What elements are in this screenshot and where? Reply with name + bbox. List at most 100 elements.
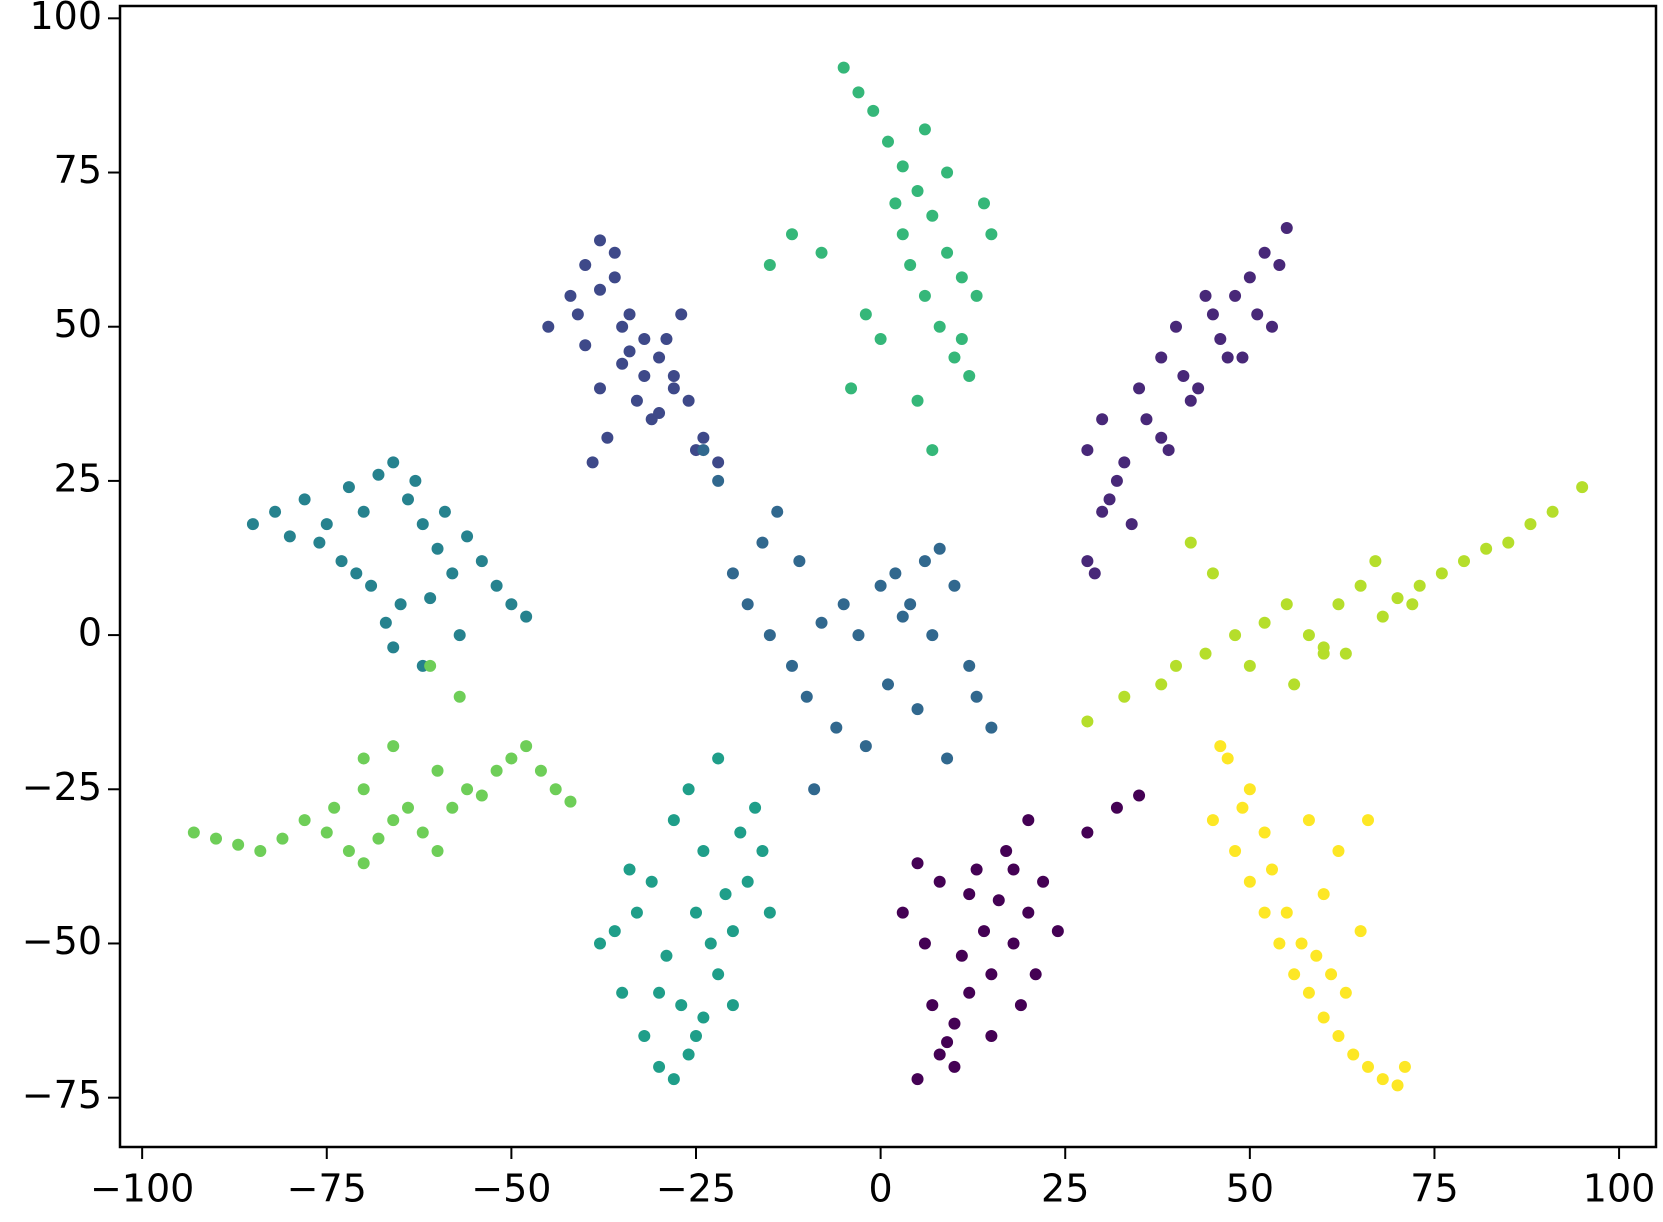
point [564,289,577,302]
point [623,863,636,876]
y-tick-label: 0 [78,611,102,655]
point [867,104,880,117]
point [1258,616,1271,629]
point [1140,413,1153,426]
point [357,783,370,796]
point [970,289,983,302]
point [1192,382,1205,395]
point [1251,308,1264,321]
point [1229,844,1242,857]
point [667,382,680,395]
point [210,832,222,845]
point [904,259,917,272]
point [461,530,474,543]
point [342,481,355,494]
point [328,801,341,814]
point [955,333,968,346]
point [1110,801,1123,814]
point [1088,567,1101,580]
point [630,394,643,407]
point [682,1048,695,1061]
point [453,690,466,703]
point [586,456,599,469]
point [933,875,946,888]
x-tick-label: 50 [1226,1167,1274,1211]
x-tick-label: −50 [471,1167,551,1211]
point [1229,289,1242,302]
point [461,783,474,796]
point [675,999,688,1012]
point [1177,370,1190,383]
point [1125,518,1138,531]
point [1302,814,1315,827]
point [520,610,533,623]
point [963,888,976,901]
point [653,986,666,999]
point [682,394,695,407]
point [941,246,954,259]
point [1162,444,1175,457]
point [1133,382,1146,395]
point [616,320,629,333]
point [963,659,976,672]
point [948,351,961,364]
point [490,764,503,777]
point [431,844,444,857]
x-tick-label: −75 [287,1167,367,1211]
point [1354,579,1367,592]
point [1280,598,1293,611]
point [1362,814,1374,827]
point [357,505,370,518]
point [697,1011,710,1024]
point [387,641,400,654]
point [1096,413,1109,426]
point [815,246,828,259]
point [837,61,850,74]
point [712,752,725,765]
point [911,703,924,716]
point [187,826,200,839]
point [889,567,902,580]
point [579,259,592,272]
point [616,357,629,370]
point [1096,505,1109,518]
point [372,468,385,481]
point [1317,888,1330,901]
y-tick-label: −75 [22,1073,102,1117]
point [926,999,939,1012]
point [1199,289,1212,302]
point [786,228,798,241]
point [1029,968,1042,981]
point [771,505,784,518]
point [985,228,998,241]
point [1376,610,1389,623]
point [682,783,695,796]
point [1480,542,1493,555]
point [505,598,518,611]
point [402,801,414,814]
point [1110,474,1123,487]
point [1576,481,1589,494]
point [350,567,363,580]
point [431,764,444,777]
point [490,579,503,592]
point [1435,567,1448,580]
point [1398,1060,1411,1073]
point [941,166,954,179]
point [1118,456,1131,469]
point [1302,629,1315,642]
point [1243,271,1256,284]
point [453,629,466,642]
point [697,444,710,457]
point [1051,925,1064,938]
point [763,906,776,919]
point [896,610,909,623]
point [1325,968,1338,981]
point [1081,444,1094,457]
point [549,783,562,796]
point [1221,351,1234,364]
point [660,949,673,962]
point [1118,690,1131,703]
point [712,456,725,469]
